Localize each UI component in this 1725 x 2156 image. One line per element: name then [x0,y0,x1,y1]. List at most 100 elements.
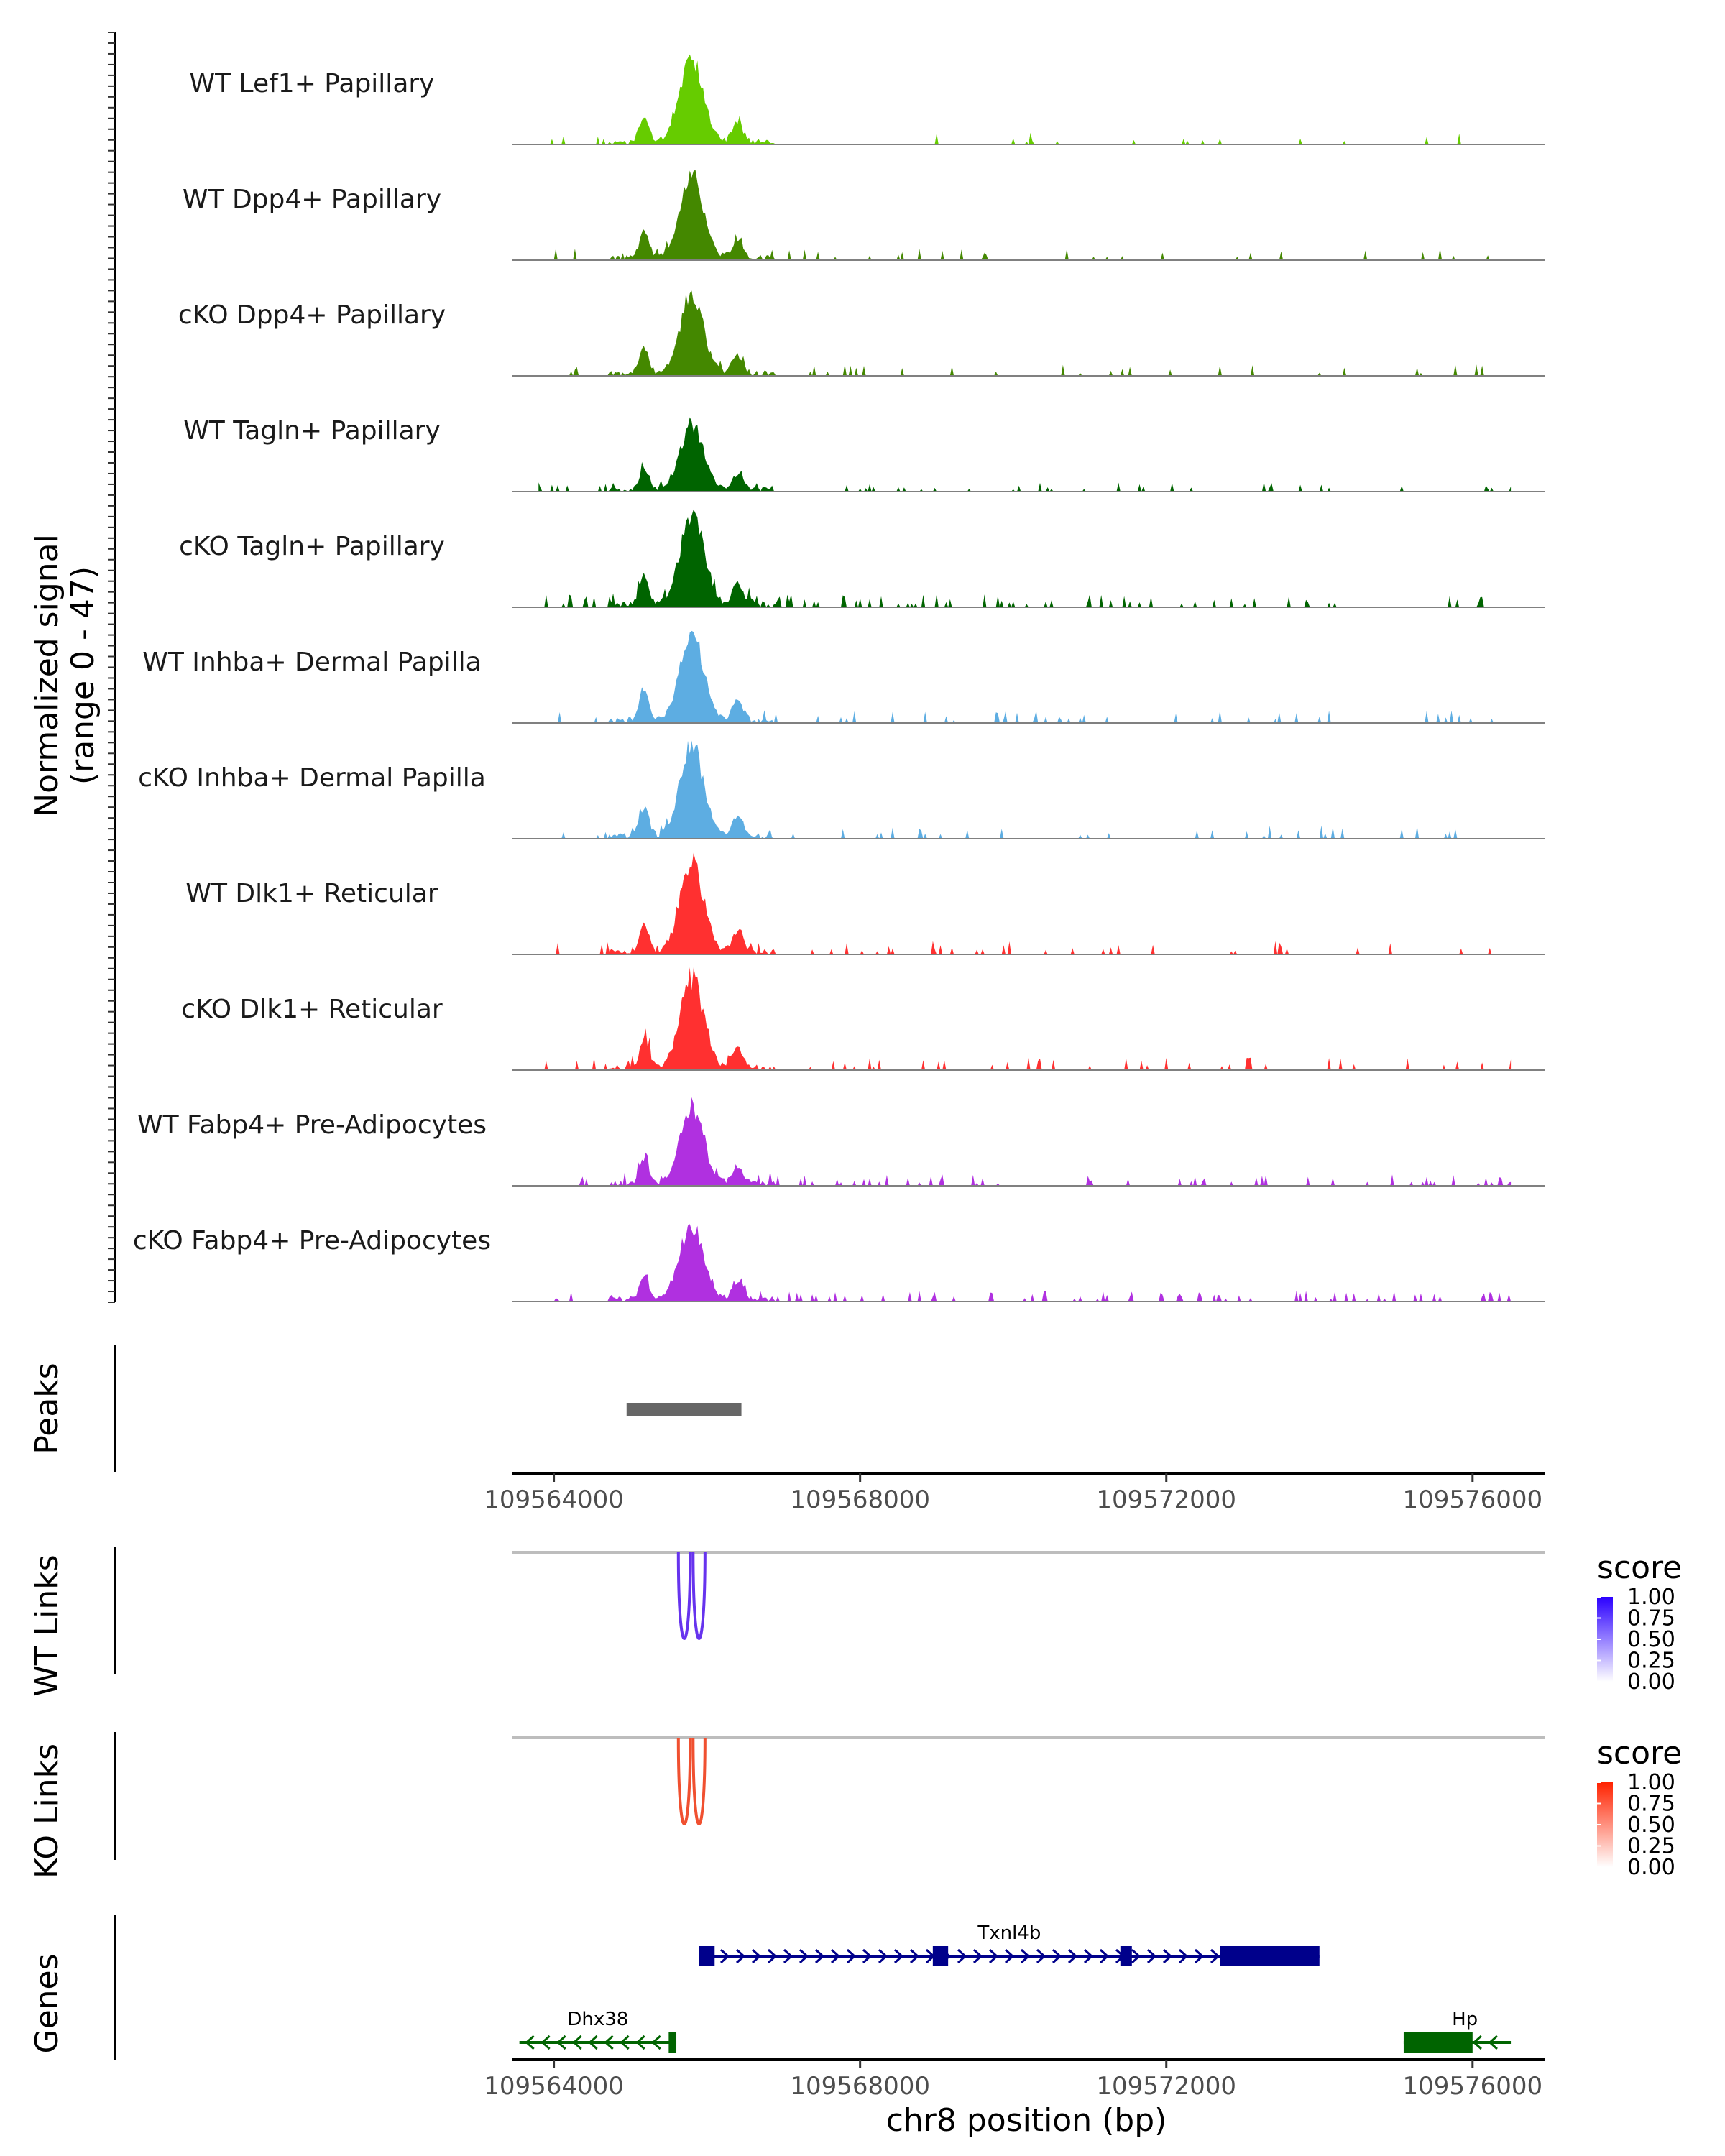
coverage-area [538,509,1512,607]
x-axis-top-tick-label: 109576000 [1402,1485,1542,1514]
track-label: cKO Inhba+ Dermal Papilla [138,763,486,793]
x-axis-bottom-tick-label: 109572000 [1096,2072,1236,2101]
strand-chevron [1178,1948,1189,1964]
strand-chevron [830,1948,841,1964]
coverage-track: WT Tagln+ Papillary [183,416,1545,492]
strand-chevron [572,2035,582,2050]
strand-chevron [957,1948,967,1964]
x-axis-bottom-tick-label: 109564000 [484,2072,624,2101]
x-axes: 109564000 109568000 109572000 109576000 1095… [484,1472,1545,2101]
strand-chevron [751,1948,762,1964]
strand-chevron [1146,1948,1157,1964]
coverage-tracks: WT Lef1+ Papillary WT Dpp4+ Papillary cKO … [108,32,1545,1303]
legend-tick-label: 0.75 [1627,1792,1675,1817]
strand-chevron [1131,1948,1141,1964]
gene-exon [1403,2032,1473,2053]
track-label: cKO Dpp4+ Papillary [178,300,446,330]
legend-tick-label: 1.00 [1627,1770,1675,1795]
legend-colorbar [1597,1782,1613,1867]
coverage-track: WT Fabp4+ Pre-Adipocytes [137,1097,1545,1187]
gene-exon [668,2032,677,2053]
legend-tick-label: 0.50 [1627,1812,1675,1838]
strand-chevron [1067,1948,1078,1964]
coverage-track: WT Dpp4+ Papillary [183,170,1545,261]
gene-name-label: Hp [1452,2009,1478,2030]
wt-links-track: WT Links score 1.000.750.500.250.00 [29,1547,1682,1697]
link-arc [691,1552,707,1640]
gene-exon [1120,1946,1132,1966]
x-axis-top-tick-label: 109568000 [790,1485,930,1514]
strand-chevron [588,2035,598,2050]
coverage-track: WT Dlk1+ Reticular [185,852,1545,955]
legend-tick-label: 0.00 [1627,1855,1675,1880]
strand-chevron [988,1948,999,1964]
coverage-area [538,417,1512,492]
ko-links-label: KO Links [29,1743,65,1879]
track-label: WT Dpp4+ Papillary [183,185,441,214]
strand-chevron [878,1948,888,1964]
strand-chevron [862,1948,873,1964]
coverage-track: cKO Dpp4+ Papillary [178,290,1545,377]
peaks-label: Peaks [29,1363,65,1454]
strand-chevron [1052,1948,1062,1964]
y-axis-title-line1: Normalized signal [29,534,65,817]
legend-tick-label: 0.50 [1627,1627,1675,1652]
strand-chevron [556,2035,566,2050]
y-axis-title-line2: (range 0 - 47) [65,566,101,785]
track-label: cKO Fabp4+ Pre-Adipocytes [133,1226,491,1256]
coverage-area [538,630,1512,723]
strand-chevron [540,2035,551,2050]
gene: Hp [1403,2009,1512,2053]
strand-chevron [814,1948,825,1964]
strand-chevron [783,1948,794,1964]
peak-bar [626,1403,742,1416]
link-arc [676,1552,692,1640]
strand-chevron [1083,1948,1094,1964]
track-label: cKO Dlk1+ Reticular [181,995,443,1024]
strand-chevron [1194,1948,1205,1964]
legend-colorbar [1597,1597,1613,1682]
strand-chevron [767,1948,778,1964]
coverage-area [538,290,1512,376]
strand-chevron [1162,1948,1173,1964]
track-label: WT Tagln+ Papillary [183,416,441,446]
legend-tick-label: 1.00 [1627,1585,1675,1610]
gene-name-label: Dhx38 [567,2009,628,2030]
track-label: WT Inhba+ Dermal Papilla [142,648,481,677]
strand-chevron [1099,1948,1110,1964]
wt-legend-title: score [1597,1549,1682,1586]
legend-tick-label: 0.75 [1627,1606,1675,1631]
gene-exon [699,1946,715,1966]
genes-track: Genes Txnl4b Dhx38 Hp [29,1915,1512,2060]
legend-tick-label: 0.25 [1627,1649,1675,1674]
gene-exon [932,1946,949,1966]
coverage-area [538,740,1512,839]
x-axis-bottom-tick-label: 109576000 [1402,2072,1542,2101]
strand-chevron [846,1948,857,1964]
strand-chevron [893,1948,904,1964]
link-arc [691,1737,707,1825]
strand-chevron [799,1948,809,1964]
gene-name-label: Txnl4b [977,1922,1041,1944]
x-axis-top-tick-label: 109564000 [484,1485,624,1514]
coverage-area [538,54,1512,144]
x-axis-bottom-tick-label: 109568000 [790,2072,930,2101]
link-arc [676,1737,692,1825]
gene: Txnl4b [699,1922,1320,1966]
coverage-track: cKO Dlk1+ Reticular [181,967,1545,1071]
strand-chevron [525,2035,535,2050]
coverage-track: WT Inhba+ Dermal Papilla [142,630,1545,724]
ko-links-track: KO Links score 1.000.750.500.250.00 [29,1732,1682,1880]
strand-chevron [651,2035,661,2050]
peaks-track: Peaks [29,1345,742,1472]
coverage-area [538,1097,1512,1186]
gene: Dhx38 [519,2009,677,2053]
strand-chevron [719,1948,730,1964]
coverage-area [538,170,1512,260]
wt-links-label: WT Links [29,1554,65,1696]
strand-chevron [620,2035,630,2050]
strand-chevron [635,2035,645,2050]
strand-chevron [735,1948,746,1964]
x-axis-title: chr8 position (bp) [886,2102,1167,2139]
